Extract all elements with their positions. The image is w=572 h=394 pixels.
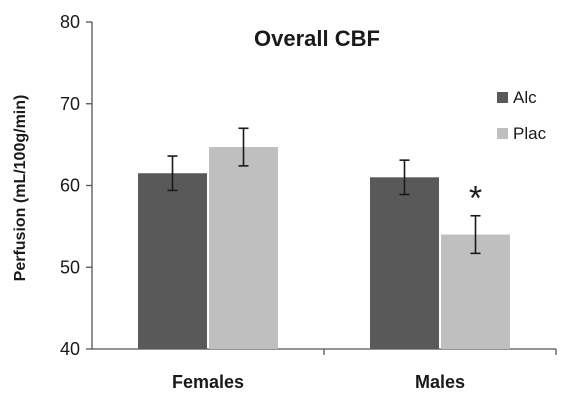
bar-alc-males: [370, 177, 439, 349]
bar-alc-females: [138, 173, 207, 349]
y-axis-label: Perfusion (mL/100g/min): [12, 95, 29, 282]
legend-swatch-plac: [497, 128, 508, 139]
x-category-label-females: Females: [172, 372, 244, 392]
y-tick-label: 80: [60, 12, 80, 32]
y-tick-label: 50: [60, 257, 80, 277]
y-tick-label: 60: [60, 176, 80, 196]
bar-plac-females: [209, 147, 278, 349]
significance-marker: *: [469, 180, 482, 218]
x-category-label-males: Males: [415, 372, 465, 392]
y-tick-label: 70: [60, 94, 80, 114]
legend-label-alc: Alc: [513, 88, 537, 107]
legend-label-plac: Plac: [513, 124, 547, 143]
legend: Alc Plac: [497, 88, 547, 143]
legend-swatch-alc: [497, 92, 508, 103]
bars: *: [138, 127, 510, 349]
chart-title: Overall CBF: [254, 26, 380, 51]
y-tick-label: 40: [60, 339, 80, 359]
